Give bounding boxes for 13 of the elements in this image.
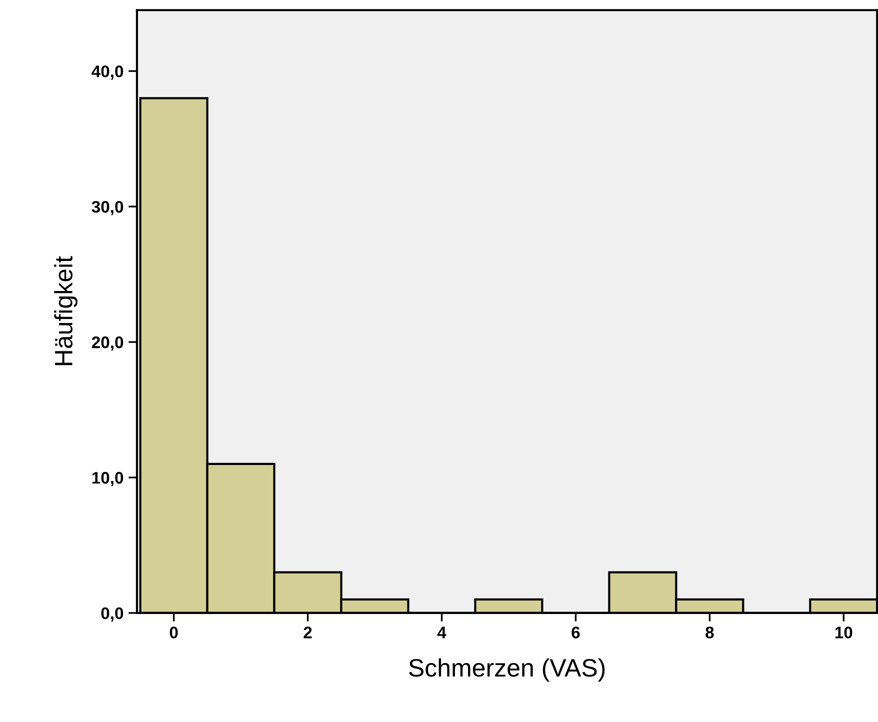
x-tick-label: 6 (572, 626, 580, 638)
y-tick-label: 20,0 (92, 336, 124, 351)
x-tick-label: 10 (835, 626, 852, 638)
x-tick-label: 0 (170, 626, 178, 638)
y-tick-label: 10,0 (92, 472, 124, 486)
y-tick-label: 0,0 (101, 607, 124, 622)
y-tick-label: 30,0 (92, 200, 124, 216)
x-tick-label: 4 (437, 626, 446, 638)
y-axis-title: Häufigkeit (54, 256, 78, 366)
x-tick-label: 2 (304, 626, 312, 638)
y-tick-label: 40,0 (92, 65, 124, 80)
x-axis-title: Schmerzen (VAS) (409, 658, 605, 682)
x-tick-label: 8 (706, 626, 714, 638)
